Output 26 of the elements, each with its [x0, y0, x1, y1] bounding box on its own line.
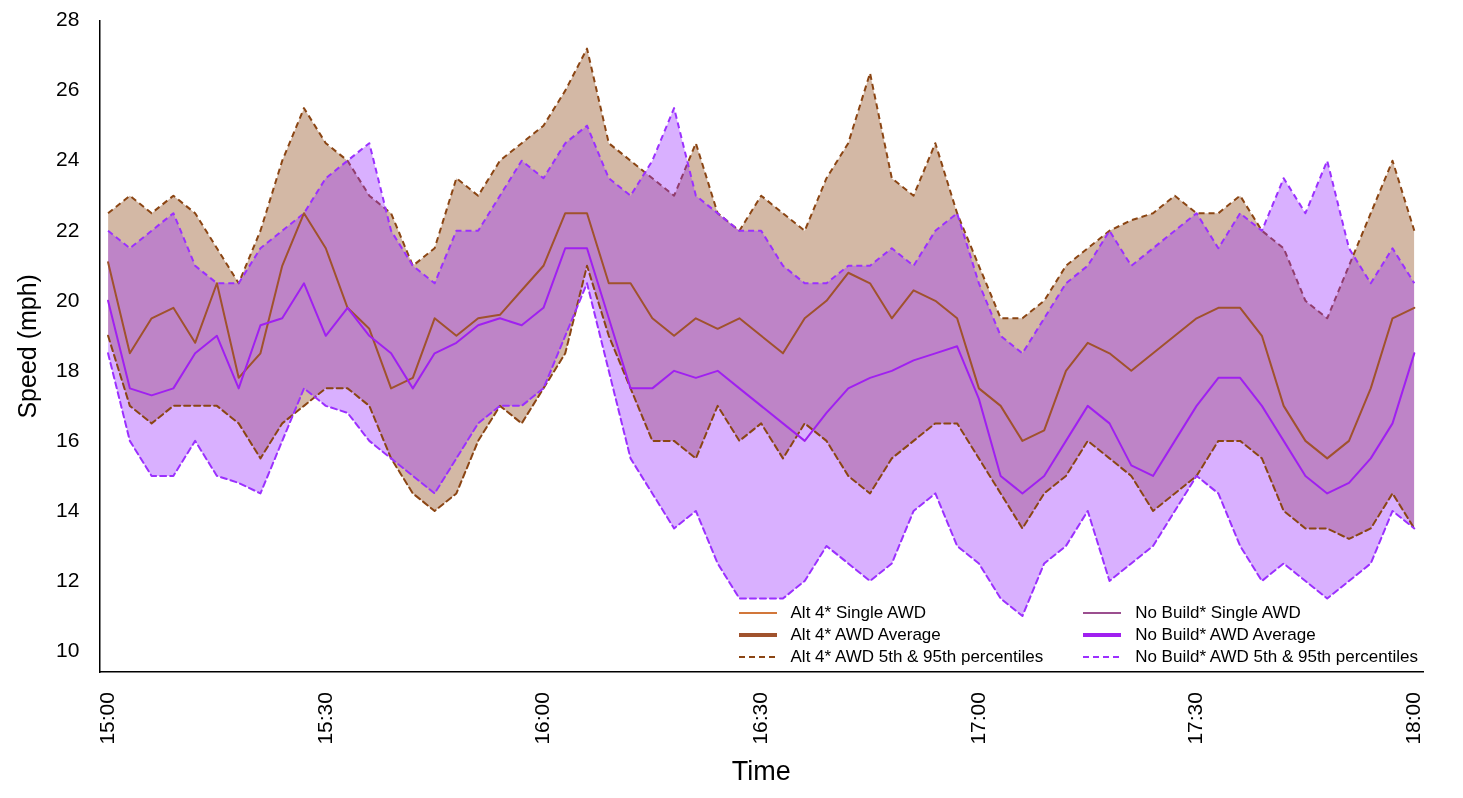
y-tick-label: 14 — [56, 497, 80, 521]
x-tick-label: 17:30 — [1183, 692, 1207, 745]
y-tick-label: 10 — [56, 637, 80, 661]
legend-label: No Build* AWD Average — [1135, 625, 1316, 646]
y-tick-label: 28 — [56, 7, 80, 31]
x-tick-label: 18:00 — [1401, 692, 1425, 745]
legend-label: No Build* AWD 5th & 95th percentiles — [1135, 647, 1418, 668]
x-axis-title: Time — [731, 756, 791, 787]
y-tick-label: 26 — [56, 77, 80, 101]
x-tick-label: 16:00 — [530, 692, 554, 745]
y-axis-title: Speed (mph) — [12, 274, 41, 419]
y-tick-label: 16 — [56, 427, 80, 451]
x-tick-label: 16:30 — [747, 692, 771, 745]
legend-label: Alt 4* Single AWD — [790, 603, 926, 624]
line-series — [107, 264, 1416, 540]
legend-label: No Build* Single AWD — [1135, 603, 1301, 624]
y-tick-label: 18 — [56, 357, 80, 381]
y-tick-label: 22 — [56, 217, 80, 241]
x-tick-label: 17:00 — [965, 692, 989, 745]
legend-label: Alt 4* AWD Average — [790, 625, 941, 646]
legend-label: Alt 4* AWD 5th & 95th percentiles — [790, 647, 1044, 668]
x-tick-label: 15:00 — [94, 692, 118, 745]
y-tick-label: 24 — [56, 147, 80, 171]
y-tick-label: 20 — [56, 287, 80, 311]
x-tick-label: 15:30 — [312, 692, 336, 745]
y-tick-label: 12 — [56, 567, 80, 591]
